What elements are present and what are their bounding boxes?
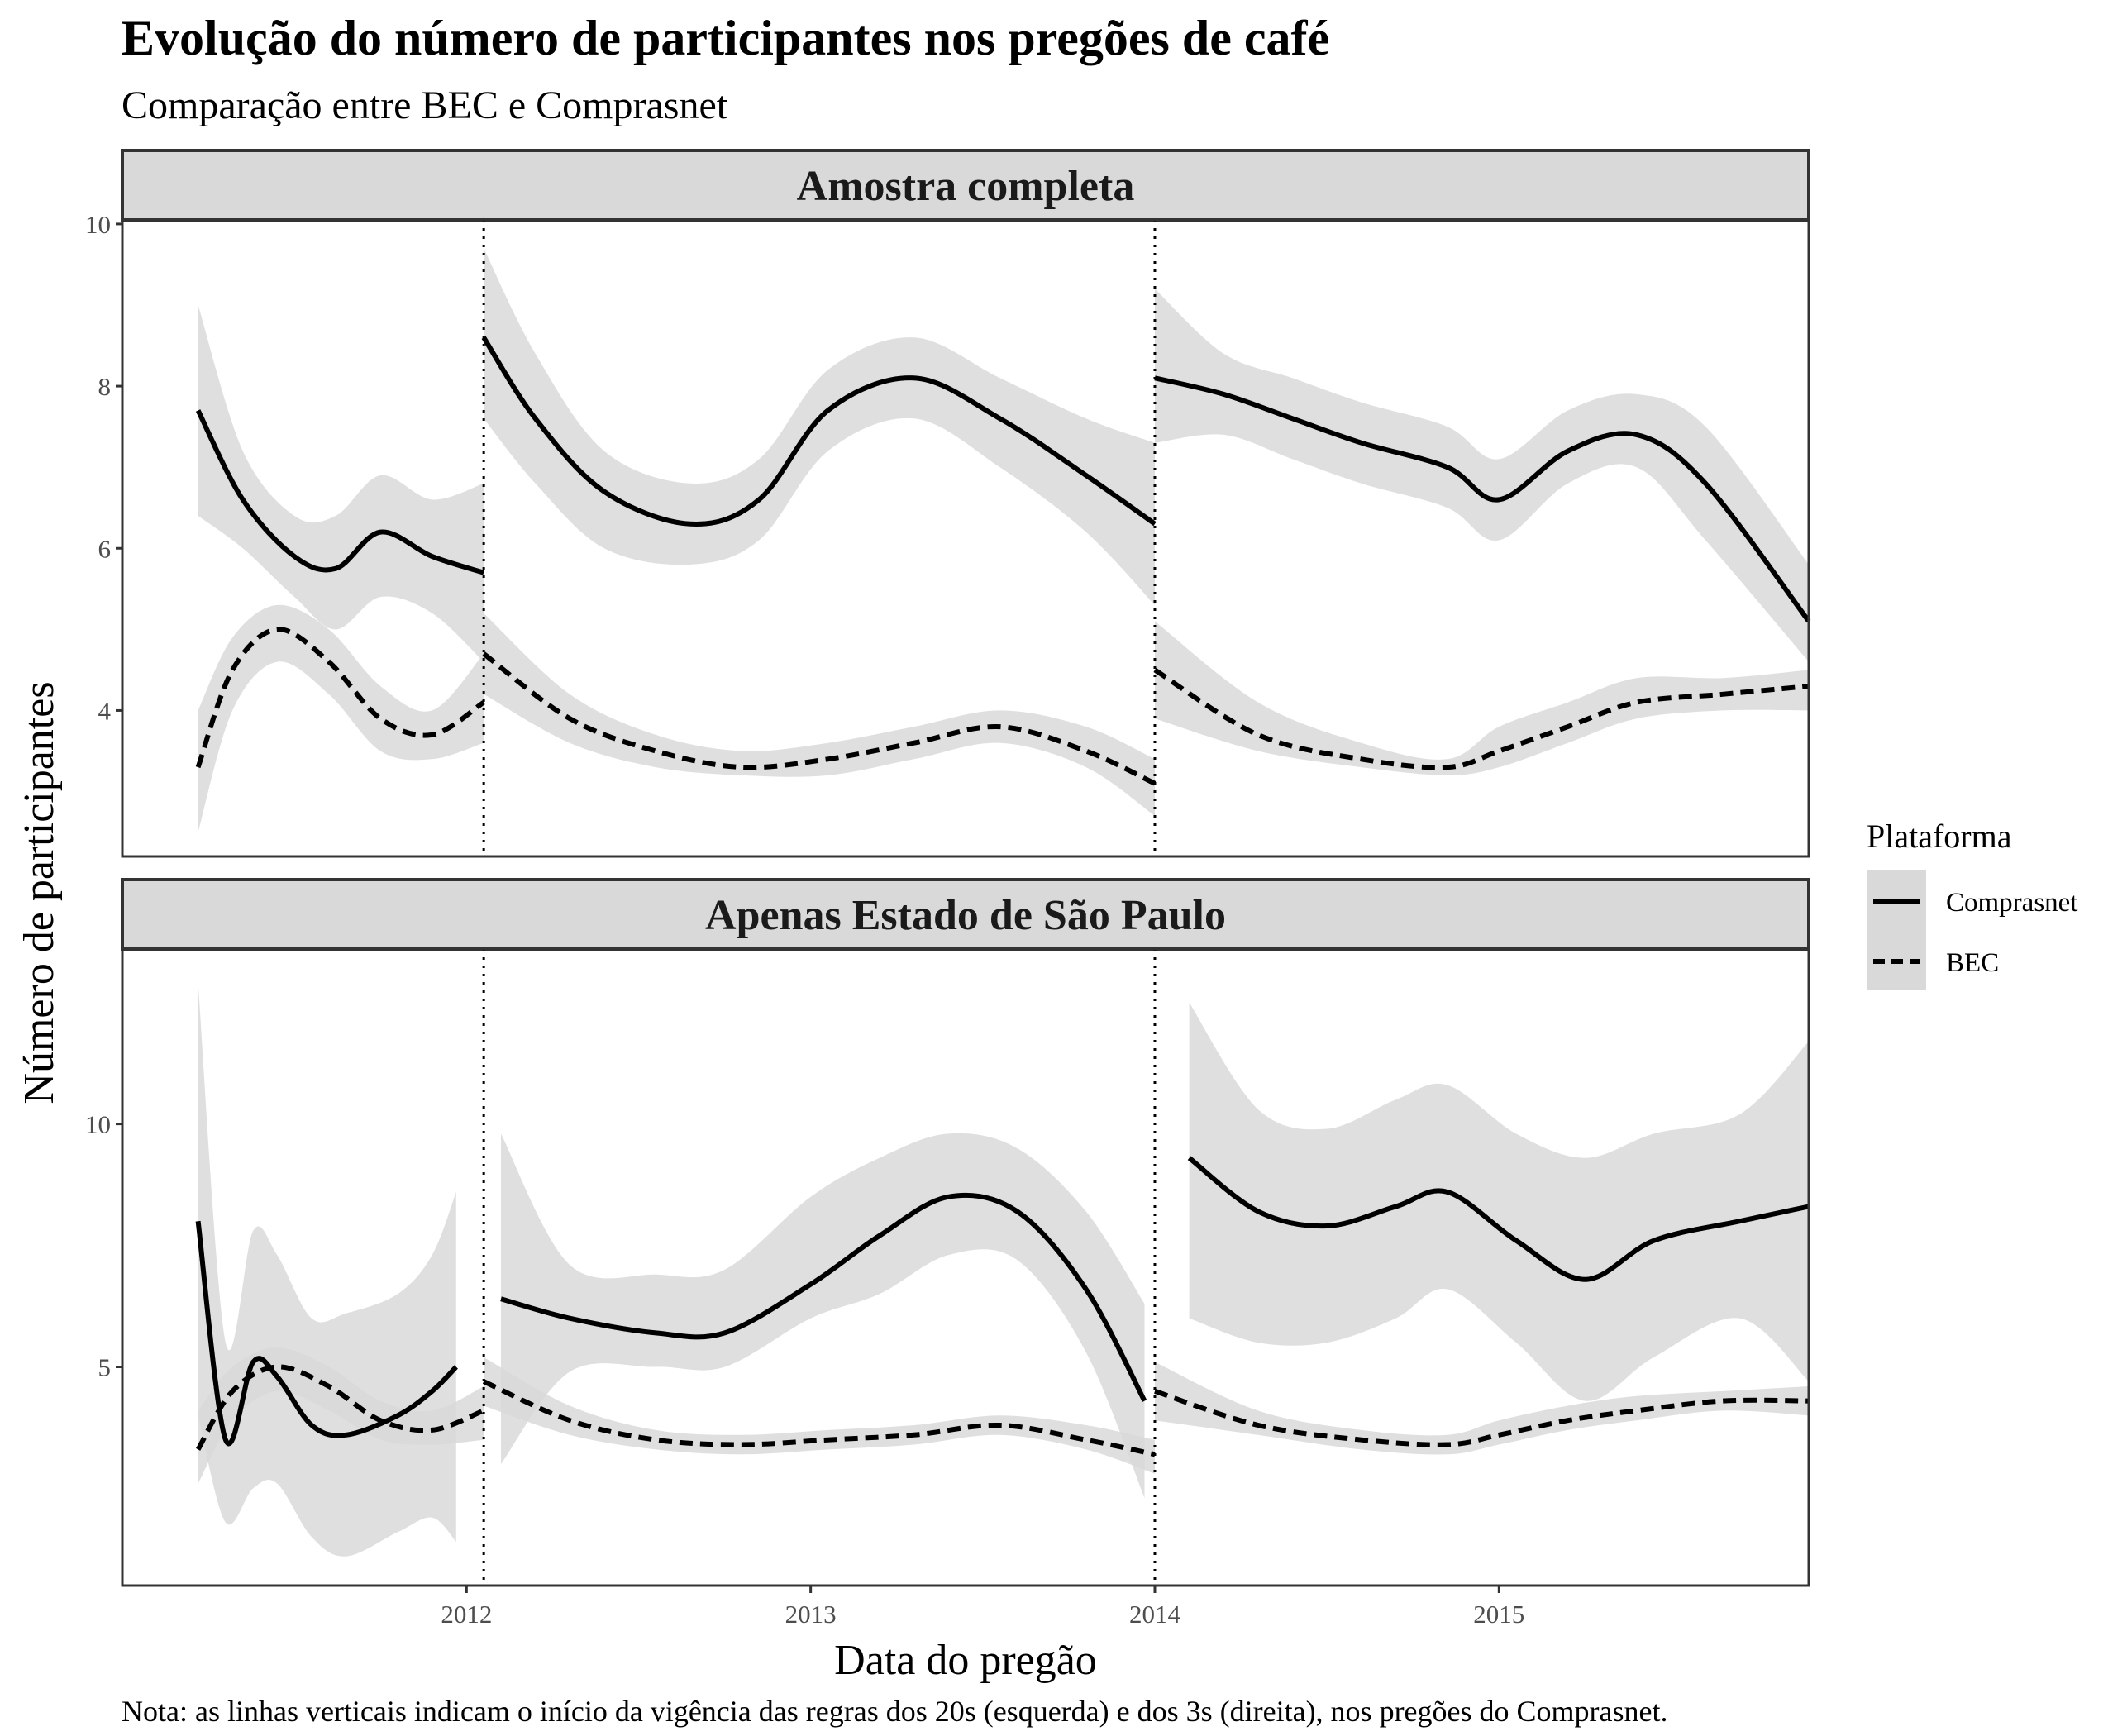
panel-plot-area [195, 220, 1811, 856]
legend-label-comprasnet: Comprasnet [1946, 888, 2077, 918]
strip-label: Apenas Estado de São Paulo [705, 892, 1226, 939]
line-comprasnet-segment-1 [500, 1192, 1147, 1402]
panel-border [121, 218, 1810, 858]
ribbon-comprasnet-segment-1 [501, 1133, 1145, 1499]
panel-plot-area [195, 949, 1810, 1586]
ribbon-comprasnet-segment-2 [1189, 1002, 1809, 1401]
ribbon-comprasnet-segment-1 [484, 248, 1155, 605]
panel-apenas-estado-sao-paulo: Apenas Estado de São Paulo [121, 878, 1810, 1587]
line-comprasnet-segment-1 [481, 336, 1157, 527]
ribbon-bec-segment-0 [198, 1347, 484, 1484]
x-tick-label: 2013 [785, 1600, 837, 1629]
line-bec-segment-1 [482, 651, 1157, 786]
chart-subtitle: Comparação entre BEC e Comprasnet [122, 83, 728, 127]
legend-label-bec: BEC [1946, 948, 1999, 978]
y-tick-label: 10 [85, 210, 111, 239]
legend-title: Plataforma [1867, 818, 2012, 855]
ribbon-bec-segment-1 [484, 1357, 1155, 1474]
line-bec-segment-2 [1154, 1389, 1810, 1447]
legend-key-background [1867, 870, 1926, 990]
y-axis-title: Número de participantes [16, 681, 63, 1104]
line-bec-segment-0 [195, 1364, 485, 1451]
line-bec-segment-2 [1153, 667, 1810, 770]
ribbon-bec-segment-0 [198, 604, 484, 832]
strip-background [121, 149, 1810, 222]
line-bec-segment-0 [195, 627, 485, 769]
line-comprasnet-segment-0 [195, 409, 485, 575]
line-comprasnet-segment-2 [1187, 1156, 1810, 1282]
y-tick-label: 10 [85, 1110, 111, 1139]
chart-caption: Nota: as linhas verticais indicam o iníc… [122, 1695, 1668, 1728]
chart-title: Evolução do número de participantes nos … [122, 11, 1329, 65]
ribbon-comprasnet-segment-0 [198, 983, 456, 1557]
line-bec-segment-1 [482, 1379, 1156, 1457]
x-tick-label: 2015 [1473, 1600, 1524, 1629]
x-tick-label: 2014 [1129, 1600, 1181, 1629]
x-axis-title: Data do pregão [834, 1637, 1097, 1684]
ribbon-bec-segment-2 [1155, 1362, 1809, 1455]
legend: Plataforma Comprasnet BEC [1867, 818, 2077, 990]
panel-border [121, 947, 1810, 1587]
ribbon-bec-segment-2 [1155, 621, 1809, 775]
y-tick-label: 4 [98, 696, 112, 725]
y-tick-label: 5 [98, 1352, 112, 1381]
x-tick-label: 2012 [441, 1600, 492, 1629]
ribbon-bec-segment-1 [484, 613, 1155, 816]
y-tick-label: 6 [98, 534, 112, 563]
line-comprasnet-segment-0 [195, 1220, 458, 1446]
ribbon-comprasnet-segment-0 [198, 305, 484, 662]
strip-label: Amostra completa [797, 163, 1135, 210]
strip-background [121, 878, 1810, 951]
ribbon-comprasnet-segment-2 [1155, 289, 1809, 662]
panel-amostra-completa: Amostra completa [121, 149, 1811, 858]
line-comprasnet-segment-2 [1154, 375, 1811, 623]
y-tick-label: 8 [98, 372, 112, 401]
x-axis: 2012 2013 2014 2015 [441, 1586, 1524, 1629]
